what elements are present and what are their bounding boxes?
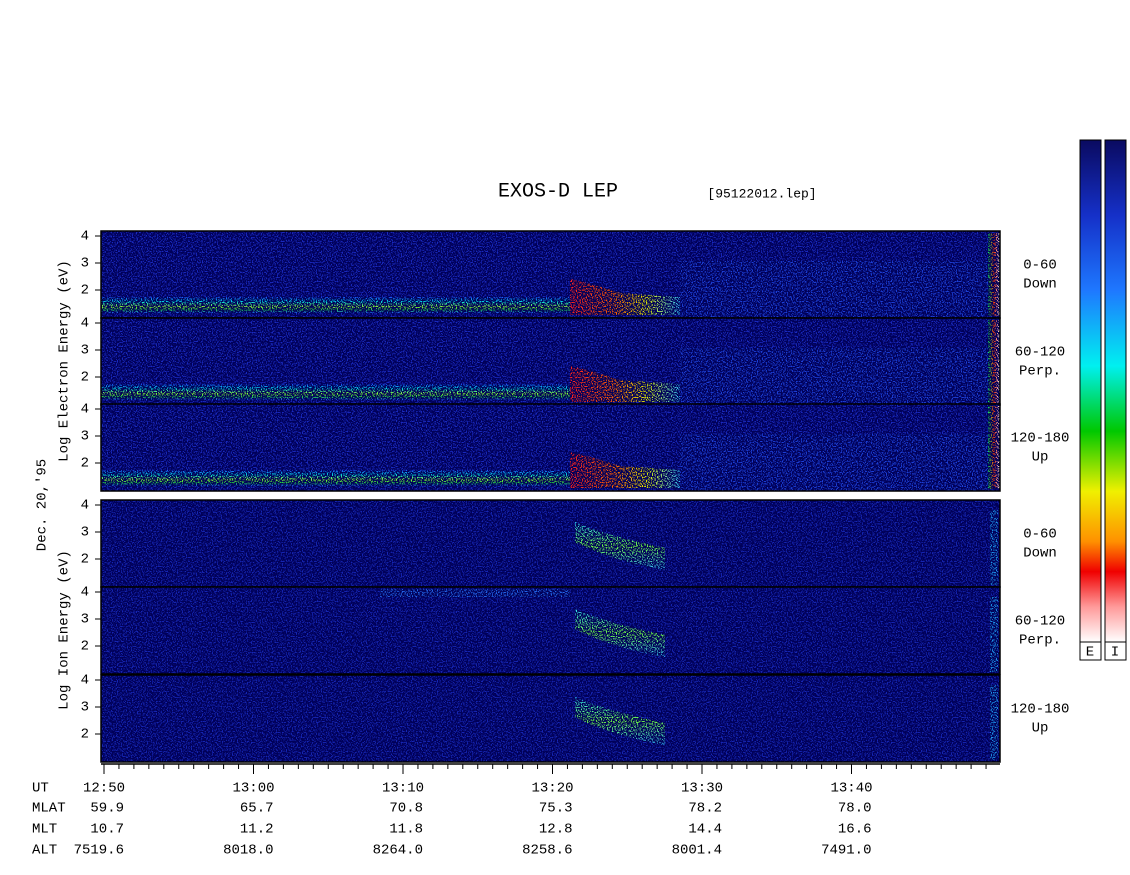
x-tick-label: 12:50 <box>83 781 125 797</box>
y-tick-label: 2 <box>81 552 89 568</box>
date-label: Dec. 20,'95 <box>35 459 51 551</box>
orbit-value: 11.8 <box>389 822 423 838</box>
y-tick-label: 3 <box>81 612 89 628</box>
panel-angle: 0-60 <box>1023 527 1057 543</box>
y-tick-label: 2 <box>81 283 89 299</box>
orbit-value: 8264.0 <box>373 843 423 859</box>
title: EXOS-D LEP <box>498 180 618 203</box>
y-tick-label: 4 <box>81 498 89 514</box>
panel-direction: Perp. <box>1019 633 1061 649</box>
panel-direction: Down <box>1023 277 1057 293</box>
panel-frame <box>100 403 1001 492</box>
orbit-value: 14.4 <box>688 822 722 838</box>
orbit-value: 78.2 <box>688 801 722 817</box>
x-tick-label: 13:00 <box>232 781 274 797</box>
panel-direction: Up <box>1032 450 1049 466</box>
y-tick-label: 4 <box>81 316 89 332</box>
colorbar-label-box <box>1079 641 1102 661</box>
y-tick-label: 3 <box>81 429 89 445</box>
orbit-value: 8001.4 <box>672 843 722 859</box>
y-tick-label: 3 <box>81 343 89 359</box>
x-tick-label: 13:10 <box>382 781 424 797</box>
y-tick-label: 4 <box>81 673 89 689</box>
colorbar <box>1079 139 1102 643</box>
y-tick-label: 2 <box>81 639 89 655</box>
panel-frame <box>100 586 1001 675</box>
orbit-value: 65.7 <box>240 801 274 817</box>
file-name: [95122012.lep] <box>707 186 816 201</box>
orbit-value: 70.8 <box>389 801 423 817</box>
spectrograms <box>100 230 1001 763</box>
electron-axis-label: Log Electron Energy (eV) <box>57 260 73 462</box>
colorbar-label: I <box>1111 645 1119 661</box>
y-tick-label: 2 <box>81 456 89 472</box>
row-label: MLAT <box>32 801 66 817</box>
y-tick-label: 4 <box>81 402 89 418</box>
ion-axis-label: Log Ion Energy (eV) <box>57 550 73 710</box>
noise <box>101 675 1000 762</box>
row-label: MLT <box>32 822 57 838</box>
panel-direction: Perp. <box>1019 364 1061 380</box>
panel-direction: Down <box>1023 546 1057 562</box>
y-tick-label: 3 <box>81 525 89 541</box>
colorbar-label-box <box>1104 641 1127 661</box>
colorbar-label: E <box>1086 645 1094 661</box>
panel-angle: 0-60 <box>1023 258 1057 274</box>
panel-angle: 120-180 <box>1011 431 1070 447</box>
orbit-value: 75.3 <box>539 801 573 817</box>
y-tick-label: 2 <box>81 370 89 386</box>
orbit-value: 16.6 <box>838 822 872 838</box>
x-tick-label: 13:30 <box>681 781 723 797</box>
y-tick-label: 4 <box>81 229 89 245</box>
orbit-value: 8258.6 <box>522 843 572 859</box>
orbit-value: 59.9 <box>90 801 124 817</box>
orbit-value: 11.2 <box>240 822 274 838</box>
y-tick-label: 3 <box>81 256 89 272</box>
panel-direction: Up <box>1032 721 1049 737</box>
panel-angle: 120-180 <box>1011 702 1070 718</box>
y-tick-label: 3 <box>81 700 89 716</box>
noise <box>101 587 1000 674</box>
orbit-value: 7519.6 <box>74 843 124 859</box>
x-tick-label: 13:40 <box>830 781 872 797</box>
orbit-value: 7491.0 <box>821 843 871 859</box>
y-tick-label: 4 <box>81 585 89 601</box>
orbit-value: 8018.0 <box>223 843 273 859</box>
noise <box>101 404 1000 491</box>
x-tick-label: 13:20 <box>531 781 573 797</box>
panel-angle: 60-120 <box>1015 345 1065 361</box>
row-label: UT <box>32 781 49 797</box>
colorbar <box>1104 139 1127 643</box>
y-tick-label: 2 <box>81 727 89 743</box>
row-label: ALT <box>32 843 57 859</box>
noise <box>101 318 1000 405</box>
noise <box>101 231 1000 318</box>
orbit-value: 10.7 <box>90 822 124 838</box>
orbit-value: 12.8 <box>539 822 573 838</box>
noise <box>101 500 1000 587</box>
orbit-value: 78.0 <box>838 801 872 817</box>
panel-angle: 60-120 <box>1015 614 1065 630</box>
panel-frame <box>100 674 1001 763</box>
